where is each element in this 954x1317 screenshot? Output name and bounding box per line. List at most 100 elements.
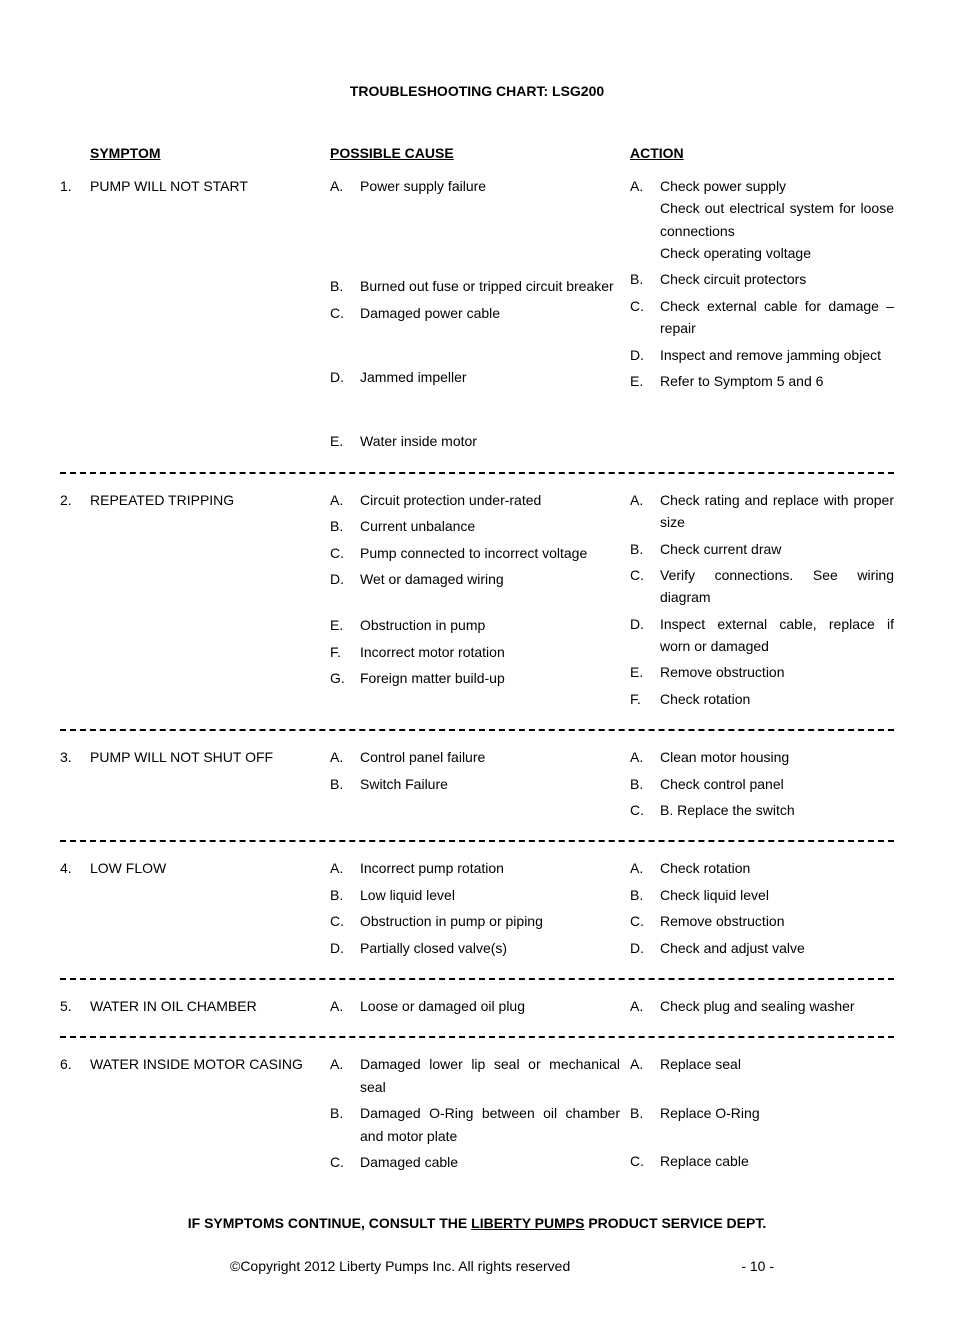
copyright-line: ©Copyright 2012 Liberty Pumps Inc. All r… (60, 1255, 894, 1277)
action-text: B. Replace the switch (660, 799, 894, 821)
cause-text: Burned out fuse or tripped circuit break… (360, 275, 620, 297)
cause-marker: E. (330, 614, 360, 636)
cause-marker: B. (330, 773, 360, 795)
troubleshooting-row: 5.WATER IN OIL CHAMBERA.Loose or damaged… (60, 995, 894, 1038)
cause-marker: B. (330, 515, 360, 537)
action-marker: C. (630, 1150, 660, 1172)
header-row: SYMPTOM POSSIBLE CAUSE ACTION (60, 142, 894, 174)
cause-text: Switch Failure (360, 773, 620, 795)
symptom-text: PUMP WILL NOT SHUT OFF (90, 746, 320, 768)
action-marker: A. (630, 489, 660, 534)
symptom-text: WATER INSIDE MOTOR CASING (90, 1053, 320, 1075)
action-text: Check external cable for damage – repair (660, 295, 894, 340)
action-marker: F. (630, 688, 660, 710)
action-marker: A. (630, 857, 660, 879)
copyright-text: ©Copyright 2012 Liberty Pumps Inc. All r… (230, 1255, 570, 1277)
cause-text: Low liquid level (360, 884, 620, 906)
action-text: Replace O-Ring (660, 1102, 894, 1124)
action-text: Check rotation (660, 688, 894, 710)
action-text: Inspect and remove jamming object (660, 344, 894, 366)
cause-marker: C. (330, 542, 360, 564)
cause-text: Circuit protection under-rated (360, 489, 620, 511)
action-marker: D. (630, 344, 660, 366)
cause-marker: D. (330, 366, 360, 388)
cause-marker: A. (330, 746, 360, 768)
cause-marker: A. (330, 857, 360, 879)
cause-text: Damaged lower lip seal or mechanical sea… (360, 1053, 620, 1098)
symptom-number: 6. (60, 1053, 90, 1075)
cause-marker: F. (330, 641, 360, 663)
cause-marker: G. (330, 667, 360, 689)
cause-marker: C. (330, 910, 360, 932)
action-marker: C. (630, 564, 660, 609)
action-text: Refer to Symptom 5 and 6 (660, 370, 894, 392)
cause-marker: D. (330, 568, 360, 590)
action-marker: B. (630, 268, 660, 290)
cause-marker: D. (330, 937, 360, 959)
troubleshooting-row: 4.LOW FLOWA.Incorrect pump rotationB.Low… (60, 857, 894, 980)
action-marker: D. (630, 937, 660, 959)
symptom-text: REPEATED TRIPPING (90, 489, 320, 511)
action-text: Inspect external cable, replace if worn … (660, 613, 894, 658)
symptom-number: 3. (60, 746, 90, 768)
action-text: Verify connections. See wiring diagram (660, 564, 894, 609)
symptom-number: 4. (60, 857, 90, 879)
action-text: Remove obstruction (660, 910, 894, 932)
symptom-text: PUMP WILL NOT START (90, 175, 320, 197)
action-marker: A. (630, 995, 660, 1017)
action-marker: C. (630, 799, 660, 821)
footer-prefix: IF SYMPTOMS CONTINUE, CONSULT THE (188, 1215, 471, 1231)
action-text: Check power supplyCheck out electrical s… (660, 175, 894, 265)
cause-text: Current unbalance (360, 515, 620, 537)
action-marker: A. (630, 746, 660, 768)
header-action: ACTION (630, 142, 894, 164)
action-text: Check and adjust valve (660, 937, 894, 959)
action-marker: A. (630, 1053, 660, 1075)
cause-marker: A. (330, 489, 360, 511)
cause-text: Power supply failure (360, 175, 620, 197)
action-text: Check liquid level (660, 884, 894, 906)
symptom-number: 5. (60, 995, 90, 1017)
cause-marker: A. (330, 175, 360, 197)
action-marker: B. (630, 773, 660, 795)
header-cause: POSSIBLE CAUSE (330, 142, 620, 164)
action-marker: B. (630, 1102, 660, 1124)
symptom-number: 2. (60, 489, 90, 511)
cause-text: Jammed impeller (360, 366, 620, 388)
action-marker: C. (630, 910, 660, 932)
action-marker: B. (630, 884, 660, 906)
action-text: Check control panel (660, 773, 894, 795)
cause-text: Obstruction in pump or piping (360, 910, 620, 932)
cause-marker: B. (330, 884, 360, 906)
symptom-number: 1. (60, 175, 90, 197)
action-marker: E. (630, 370, 660, 392)
cause-marker: B. (330, 1102, 360, 1147)
action-text: Check rating and replace with proper siz… (660, 489, 894, 534)
cause-text: Incorrect pump rotation (360, 857, 620, 879)
troubleshooting-row: 1.PUMP WILL NOT START A.Power supply fail… (60, 175, 894, 474)
cause-text: Incorrect motor rotation (360, 641, 620, 663)
cause-text: Damaged cable (360, 1151, 620, 1173)
troubleshooting-row: 6.WATER INSIDE MOTOR CASINGA.Damaged low… (60, 1053, 894, 1192)
cause-text: Wet or damaged wiring (360, 568, 620, 590)
page-number: - 10 - (741, 1255, 774, 1277)
troubleshooting-row: 3.PUMP WILL NOT SHUT OFFA.Control panel … (60, 746, 894, 842)
cause-text: Water inside motor (360, 430, 620, 452)
cause-marker: E. (330, 430, 360, 452)
page-title: TROUBLESHOOTING CHART: LSG200 (60, 80, 894, 102)
symptom-text: WATER IN OIL CHAMBER (90, 995, 320, 1017)
action-marker: B. (630, 538, 660, 560)
cause-text: Foreign matter build-up (360, 667, 620, 689)
action-marker: E. (630, 661, 660, 683)
cause-marker: B. (330, 275, 360, 297)
cause-marker: C. (330, 302, 360, 324)
cause-marker: A. (330, 1053, 360, 1098)
footer-link: LIBERTY PUMPS (471, 1215, 584, 1231)
action-marker: D. (630, 613, 660, 658)
cause-marker: A. (330, 995, 360, 1017)
action-text: Check plug and sealing washer (660, 995, 894, 1017)
footer-suffix: PRODUCT SERVICE DEPT. (584, 1215, 766, 1231)
cause-marker: C. (330, 1151, 360, 1173)
action-text: Remove obstruction (660, 661, 894, 683)
troubleshooting-rows: 1.PUMP WILL NOT STARTA.Power supply fail… (60, 175, 894, 1193)
